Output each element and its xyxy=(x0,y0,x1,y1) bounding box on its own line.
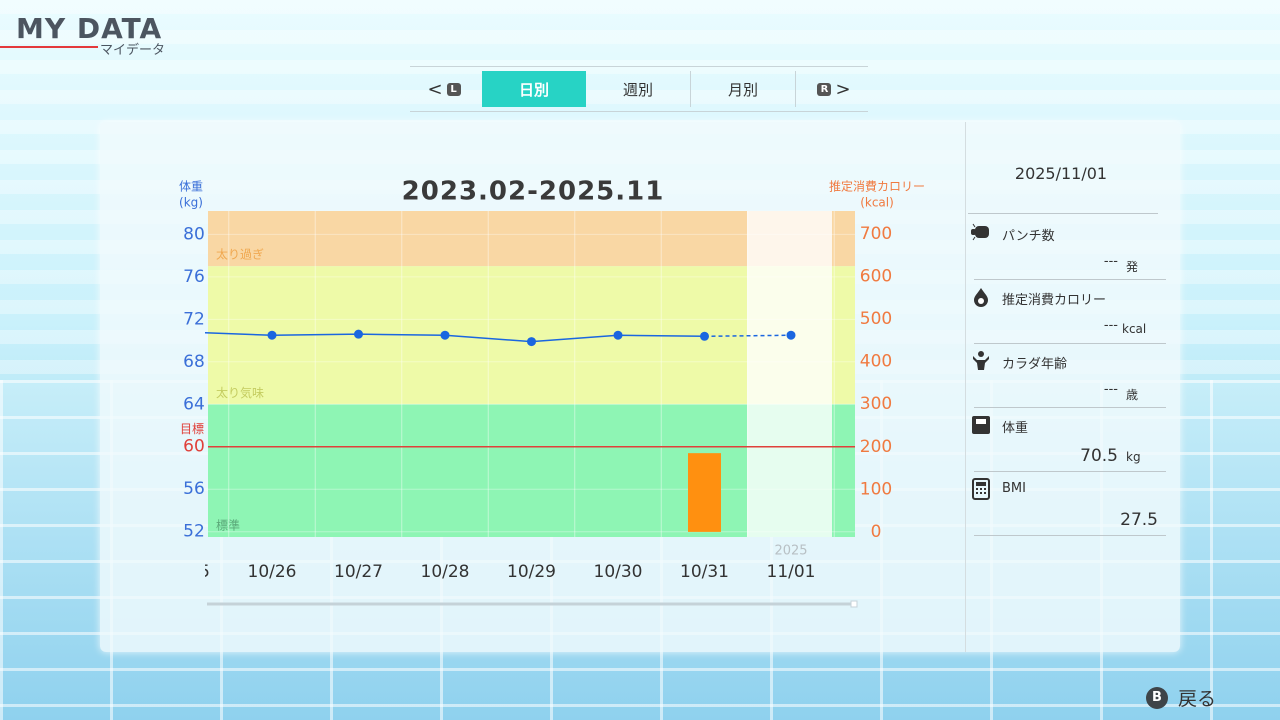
item-icon xyxy=(970,350,992,372)
item-value: 27.5 xyxy=(1120,510,1158,530)
weight-point xyxy=(267,330,277,340)
y-tick-label: 56 xyxy=(183,479,205,499)
x-tick-label: 10/30 xyxy=(594,562,643,582)
key-label: R xyxy=(817,82,832,96)
tab[interactable]: 日別 xyxy=(482,71,586,107)
y2-axis-title: 推定消費カロリー xyxy=(829,179,925,194)
panel-divider xyxy=(965,122,966,652)
x-tick-label: 10/31 xyxy=(680,562,729,582)
x-tick-label: 11/01 xyxy=(767,562,816,582)
page-subtitle: マイデータ xyxy=(100,43,166,58)
item-value: --- xyxy=(1103,254,1118,269)
y-tick-label: 68 xyxy=(183,352,205,372)
tab-prev[interactable]: < L xyxy=(410,71,482,107)
item-icon xyxy=(970,478,992,500)
item-unit: 歳 xyxy=(1126,388,1139,402)
y2-tick-label: 500 xyxy=(860,309,892,329)
item-label: 推定消費カロリー xyxy=(1002,293,1107,308)
x-tick-label: 10/29 xyxy=(507,562,556,582)
y-tick-label: 76 xyxy=(183,267,205,287)
item-label: カラダ年齢 xyxy=(1002,357,1068,372)
weight-point xyxy=(440,330,450,340)
item-unit: 発 xyxy=(1126,260,1139,274)
zone-label: 太り気味 xyxy=(216,385,264,400)
item-unit: kcal xyxy=(1122,322,1147,336)
year-label: 2025 xyxy=(774,544,807,559)
item-value: --- xyxy=(1103,318,1118,333)
y2-tick-label: 300 xyxy=(860,394,892,414)
tab[interactable]: 月別 xyxy=(690,71,795,107)
tab-next[interactable]: R > xyxy=(795,71,868,107)
x-tick-label: 10/25 xyxy=(161,562,210,582)
y2-tick-label: 200 xyxy=(860,437,892,457)
item-label: BMI xyxy=(1002,481,1026,496)
item-value: --- xyxy=(1103,382,1118,397)
weight-point xyxy=(613,330,623,340)
current-day-highlight xyxy=(747,211,832,537)
weight-point xyxy=(354,329,363,339)
zone-label: 太り過ぎ xyxy=(216,247,264,262)
y2-tick-label: 600 xyxy=(860,267,892,287)
y-tick-label: 72 xyxy=(183,309,205,329)
y-tick-label: 52 xyxy=(183,522,205,542)
icon xyxy=(971,223,989,241)
icon xyxy=(974,288,988,307)
calorie-bar xyxy=(688,453,721,532)
item-label: 体重 xyxy=(1002,421,1029,436)
x-tick-label: 10/27 xyxy=(334,562,383,582)
y2-tick-label: 0 xyxy=(871,522,882,542)
title-underline xyxy=(0,46,98,48)
icon xyxy=(973,351,989,370)
tab-bar: < L 日別 週別 月別 R > xyxy=(410,66,868,112)
y-axis-title: 体重 xyxy=(179,180,203,194)
key-label: L xyxy=(446,82,461,96)
scroll-thumb[interactable] xyxy=(850,600,858,608)
item-value: 70.5 xyxy=(1080,446,1118,466)
y2-tick-label: 400 xyxy=(860,352,892,372)
back-label: 戻る xyxy=(1178,688,1217,710)
item-unit: kg xyxy=(1126,450,1141,464)
item-label: パンチ数 xyxy=(1002,229,1055,244)
item-icon xyxy=(970,222,992,244)
sidebar: 2025/11/01 パンチ数 --- 発推定消費カロリー --- kcal カラダ年齢 -… xyxy=(966,122,1180,652)
axes: 52 56 60 64 68 72 76 80 0 100 200 300 400 500 600 700 目標… xyxy=(180,224,892,559)
weight-point xyxy=(700,331,709,341)
sidebar-rule xyxy=(974,535,1166,536)
weight-point xyxy=(786,330,796,340)
chart-title: 2023.02-2025.11 xyxy=(402,177,665,207)
item-icon xyxy=(970,286,992,308)
arrow-left: < xyxy=(427,78,443,100)
sidebar-date: 2025/11/01 xyxy=(1014,164,1108,183)
sidebar-rule xyxy=(974,279,1166,280)
y2-axis-unit: (kcal) xyxy=(860,196,894,210)
sidebar-rule xyxy=(968,213,1158,214)
y2-tick-label: 100 xyxy=(860,479,892,499)
zone-label: 標準 xyxy=(216,518,240,533)
arrow-right: > xyxy=(835,78,851,100)
target-label: 目標 xyxy=(180,422,204,436)
x-tick-label: 10/26 xyxy=(248,562,297,582)
weight-point xyxy=(527,337,536,347)
tab[interactable]: 週別 xyxy=(622,80,653,99)
category-axis: 10/25 10/26 10/27 10/28 10/29 10/30 10/31 11/01 xyxy=(161,562,816,582)
page-title: MY DATA xyxy=(16,12,163,45)
x-tick-label: 10/28 xyxy=(421,562,470,582)
sidebar-rule xyxy=(974,407,1166,408)
item-icon xyxy=(970,414,992,436)
y-tick-label: 60 xyxy=(183,437,205,457)
key-label: B xyxy=(1146,686,1168,709)
y-tick-label: 80 xyxy=(183,224,205,244)
icon xyxy=(972,478,990,500)
y-tick-label: 64 xyxy=(183,394,205,414)
y-axis-unit: (kg) xyxy=(179,196,203,210)
y2-tick-label: 700 xyxy=(860,224,892,244)
back-button[interactable]: B 戻る xyxy=(1146,684,1216,711)
icon xyxy=(972,416,990,434)
sidebar-rule xyxy=(974,343,1166,344)
sidebar-rule xyxy=(974,471,1166,472)
weight-line-projected xyxy=(704,334,792,338)
